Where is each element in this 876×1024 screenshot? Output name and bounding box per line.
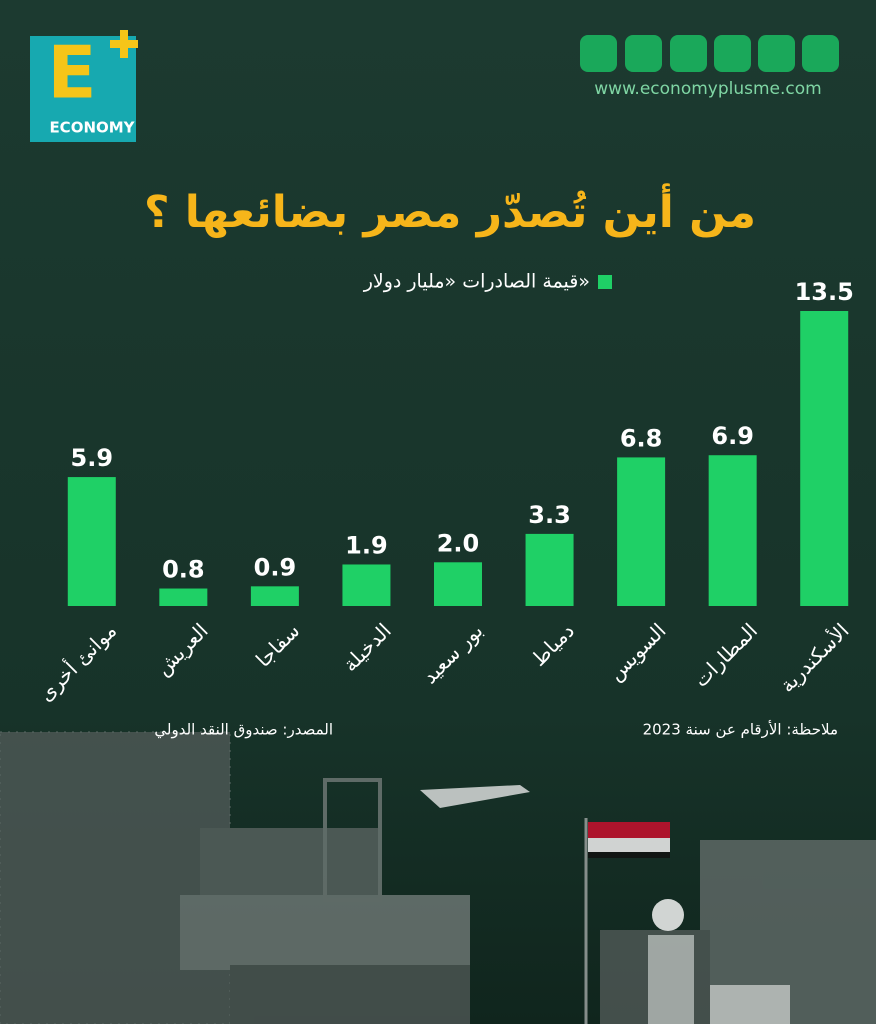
bar — [617, 457, 666, 606]
source: المصدر: صندوق النقد الدولي — [154, 721, 333, 740]
value-label: 5.9 — [71, 444, 114, 472]
logo-text: ECONOMY — [49, 119, 135, 137]
social-icons — [580, 35, 839, 72]
value-label: 1.9 — [345, 531, 388, 559]
port-scene — [0, 731, 876, 1024]
value-label: 6.8 — [620, 424, 663, 452]
legend-swatch — [598, 275, 612, 289]
bar — [67, 477, 116, 606]
bar — [525, 533, 574, 606]
bar — [159, 588, 208, 606]
bar — [434, 562, 482, 606]
value-label: 0.9 — [254, 553, 297, 581]
value-label: 0.8 — [162, 556, 205, 584]
logo: E ECONOMY — [30, 30, 138, 142]
bar — [708, 455, 757, 606]
bar — [800, 311, 849, 606]
website: www.economyplusme.com — [594, 79, 821, 99]
chart-title: من أين تُصدّر مصر بضائعها ؟ — [144, 183, 756, 238]
value-label: 13.5 — [795, 278, 854, 306]
bar — [250, 586, 299, 606]
legend: قيمة الصادرات «مليار دولار» — [363, 271, 612, 293]
bar — [342, 564, 391, 606]
legend-label: قيمة الصادرات «مليار دولار» — [363, 271, 590, 293]
logo-letter: E — [47, 31, 96, 115]
note: ملاحظة: الأرقام عن سنة 2023 — [643, 720, 838, 739]
value-label: 2.0 — [437, 529, 480, 557]
value-label: 3.3 — [528, 501, 571, 529]
value-label: 6.9 — [711, 422, 754, 450]
